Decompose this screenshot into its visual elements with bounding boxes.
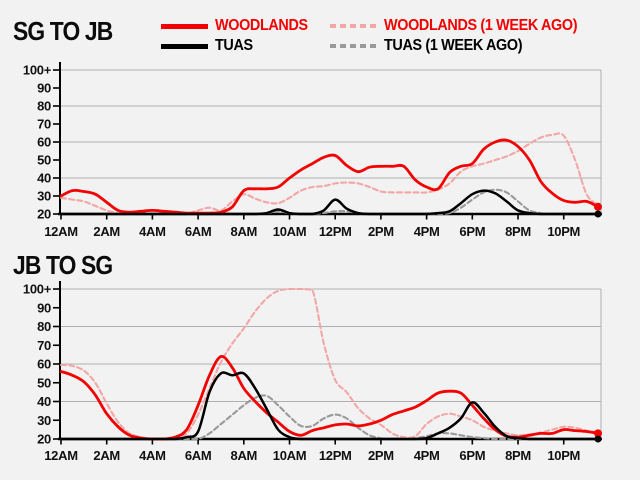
svg-text:6PM: 6PM — [459, 224, 485, 239]
svg-text:8AM: 8AM — [231, 448, 258, 463]
legend-label: TUAS — [215, 37, 253, 54]
svg-text:2AM: 2AM — [93, 224, 120, 239]
svg-text:90: 90 — [37, 81, 51, 96]
svg-text:12AM: 12AM — [44, 224, 77, 239]
tuas-prev-line-swatch — [330, 44, 377, 48]
svg-text:6AM: 6AM — [185, 448, 212, 463]
legend-item-woodlands-1-week-ago: WOODLANDS (1 WEEK AGO) — [330, 17, 599, 34]
svg-text:60: 60 — [37, 135, 51, 150]
svg-text:10PM: 10PM — [547, 448, 580, 463]
svg-text:80: 80 — [37, 319, 51, 334]
svg-text:2PM: 2PM — [368, 224, 394, 239]
svg-text:40: 40 — [37, 171, 51, 186]
svg-text:8PM: 8PM — [505, 448, 531, 463]
svg-text:30: 30 — [37, 413, 51, 428]
svg-text:2AM: 2AM — [93, 448, 120, 463]
svg-text:4AM: 4AM — [139, 224, 166, 239]
svg-text:12AM: 12AM — [44, 448, 77, 463]
svg-text:6AM: 6AM — [185, 224, 212, 239]
svg-text:2PM: 2PM — [368, 448, 394, 463]
svg-text:50: 50 — [37, 375, 51, 390]
svg-text:6PM: 6PM — [459, 448, 485, 463]
svg-text:8PM: 8PM — [505, 224, 531, 239]
svg-text:60: 60 — [37, 357, 51, 372]
chart1-title: SG TO JB — [13, 16, 113, 46]
svg-text:10AM: 10AM — [273, 224, 306, 239]
svg-text:100+: 100+ — [23, 282, 52, 297]
svg-text:20: 20 — [37, 207, 51, 222]
svg-text:12PM: 12PM — [319, 448, 352, 463]
legend-label: TUAS (1 WEEK AGO) — [384, 37, 523, 54]
svg-text:10PM: 10PM — [547, 224, 580, 239]
svg-text:4AM: 4AM — [139, 448, 166, 463]
legend-label: WOODLANDS — [215, 17, 308, 34]
svg-text:30: 30 — [37, 189, 51, 204]
svg-text:80: 80 — [37, 99, 51, 114]
svg-text:50: 50 — [37, 153, 51, 168]
svg-text:20: 20 — [37, 432, 51, 447]
legend-label: WOODLANDS (1 WEEK AGO) — [384, 17, 578, 34]
legend-item-tuas-1-week-ago: TUAS (1 WEEK AGO) — [330, 37, 538, 54]
svg-text:70: 70 — [37, 117, 51, 132]
svg-text:100+: 100+ — [23, 63, 52, 78]
woodlands-line-swatch — [161, 23, 208, 29]
svg-text:4PM: 4PM — [414, 224, 440, 239]
chart2-title: JB TO SG — [13, 250, 113, 280]
svg-text:12PM: 12PM — [319, 224, 352, 239]
svg-text:70: 70 — [37, 338, 51, 353]
tuas-line-swatch — [161, 43, 208, 49]
woodlands-prev-line-swatch — [330, 24, 377, 28]
svg-text:10AM: 10AM — [273, 448, 306, 463]
svg-text:40: 40 — [37, 394, 51, 409]
svg-text:8AM: 8AM — [231, 224, 258, 239]
legend-item-tuas: TUAS — [161, 37, 257, 54]
svg-text:90: 90 — [37, 300, 51, 315]
legend-item-woodlands: WOODLANDS — [161, 17, 318, 34]
svg-text:4PM: 4PM — [414, 448, 440, 463]
